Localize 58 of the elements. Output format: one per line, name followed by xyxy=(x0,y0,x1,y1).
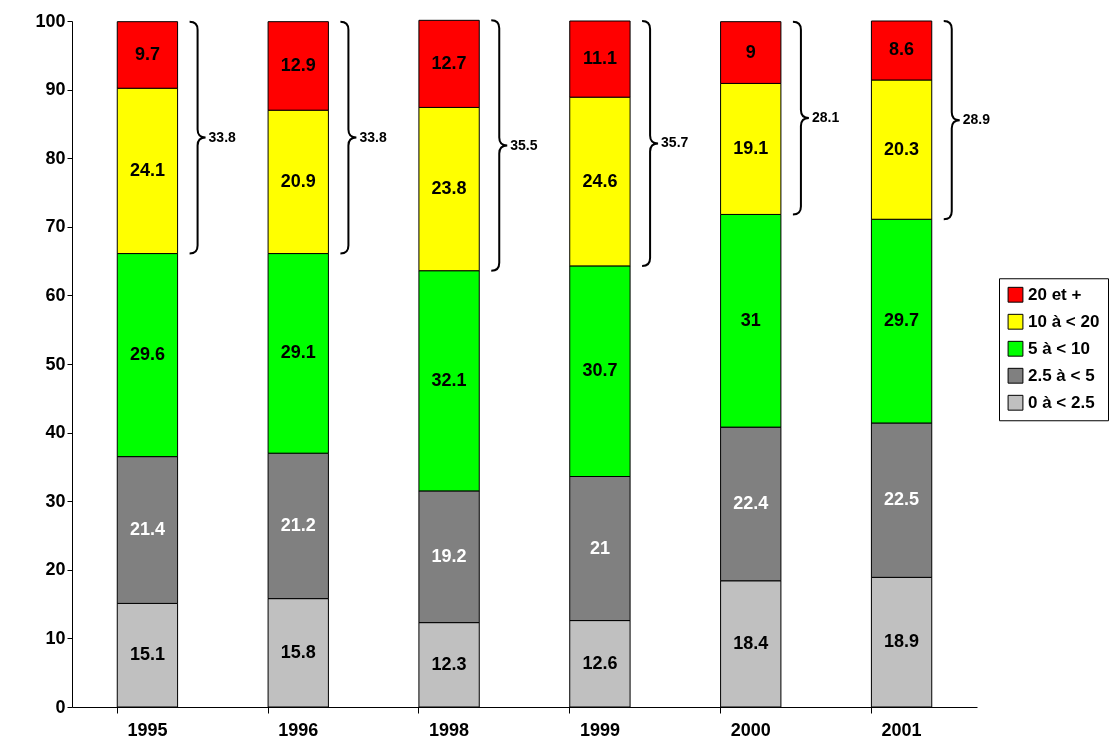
legend-label: 2.5 à < 5 xyxy=(1028,365,1095,385)
data-label: 20.3 xyxy=(884,138,920,159)
data-label: 8.6 xyxy=(889,39,915,60)
data-label: 9 xyxy=(745,41,756,62)
data-label: 15.8 xyxy=(280,641,316,662)
legend-label: 0 à < 2.5 xyxy=(1028,392,1095,412)
x-tick-label: 1998 xyxy=(429,719,470,740)
data-label: 12.7 xyxy=(431,52,467,73)
y-tick-label: 10 xyxy=(45,627,66,648)
data-label: 24.1 xyxy=(129,159,165,180)
data-label: 15.1 xyxy=(129,644,165,665)
data-label: 12.3 xyxy=(431,653,467,674)
data-label: 29.6 xyxy=(129,344,165,365)
annotation: 28.9 xyxy=(962,111,991,128)
x-tick-label: 1995 xyxy=(127,719,168,740)
data-label: 29.1 xyxy=(280,342,316,363)
y-tick-label: 0 xyxy=(55,696,66,717)
data-label: 22.5 xyxy=(884,489,920,510)
legend-label: 10 à < 20 xyxy=(1028,311,1100,331)
y-tick-label: 20 xyxy=(45,559,66,580)
legend-label: 20 et + xyxy=(1028,284,1082,304)
annotation: 28.1 xyxy=(811,109,840,126)
x-tick-label: 1999 xyxy=(579,719,620,740)
data-label: 31 xyxy=(740,309,761,330)
y-tick-label: 70 xyxy=(45,216,66,237)
data-label: 20.9 xyxy=(280,170,316,191)
x-tick-label: 1996 xyxy=(278,719,319,740)
data-label: 24.6 xyxy=(582,170,618,191)
y-tick-label: 30 xyxy=(45,490,66,511)
data-label: 29.7 xyxy=(884,310,920,331)
data-label: 21 xyxy=(589,537,610,558)
data-label: 12.9 xyxy=(280,54,316,75)
annotation: 33.8 xyxy=(359,128,387,145)
x-tick-label: 2001 xyxy=(881,719,922,740)
y-tick-label: 80 xyxy=(45,147,66,168)
data-label: 18.9 xyxy=(884,631,920,652)
data-label: 21.2 xyxy=(280,514,316,535)
x-tick-label: 2000 xyxy=(730,719,771,740)
data-label: 30.7 xyxy=(582,360,618,381)
data-label: 19.1 xyxy=(733,137,769,158)
legend-label: 5 à < 10 xyxy=(1028,338,1090,358)
y-tick-label: 100 xyxy=(35,10,66,31)
data-label: 19.2 xyxy=(431,545,467,566)
data-label: 21.4 xyxy=(129,519,165,540)
annotation: 33.8 xyxy=(208,128,237,145)
y-tick-label: 50 xyxy=(45,353,66,374)
annotation: 35.7 xyxy=(661,134,689,151)
data-label: 11.1 xyxy=(582,48,617,69)
data-label: 12.6 xyxy=(582,652,618,673)
y-tick-label: 60 xyxy=(45,284,66,305)
annotation: 35.5 xyxy=(510,136,538,153)
data-label: 9.7 xyxy=(134,43,160,64)
data-label: 22.4 xyxy=(733,492,769,513)
y-tick-label: 40 xyxy=(45,422,66,443)
data-label: 23.8 xyxy=(431,178,467,199)
y-tick-label: 90 xyxy=(45,79,66,100)
data-label: 32.1 xyxy=(431,369,467,390)
data-label: 18.4 xyxy=(733,632,769,653)
